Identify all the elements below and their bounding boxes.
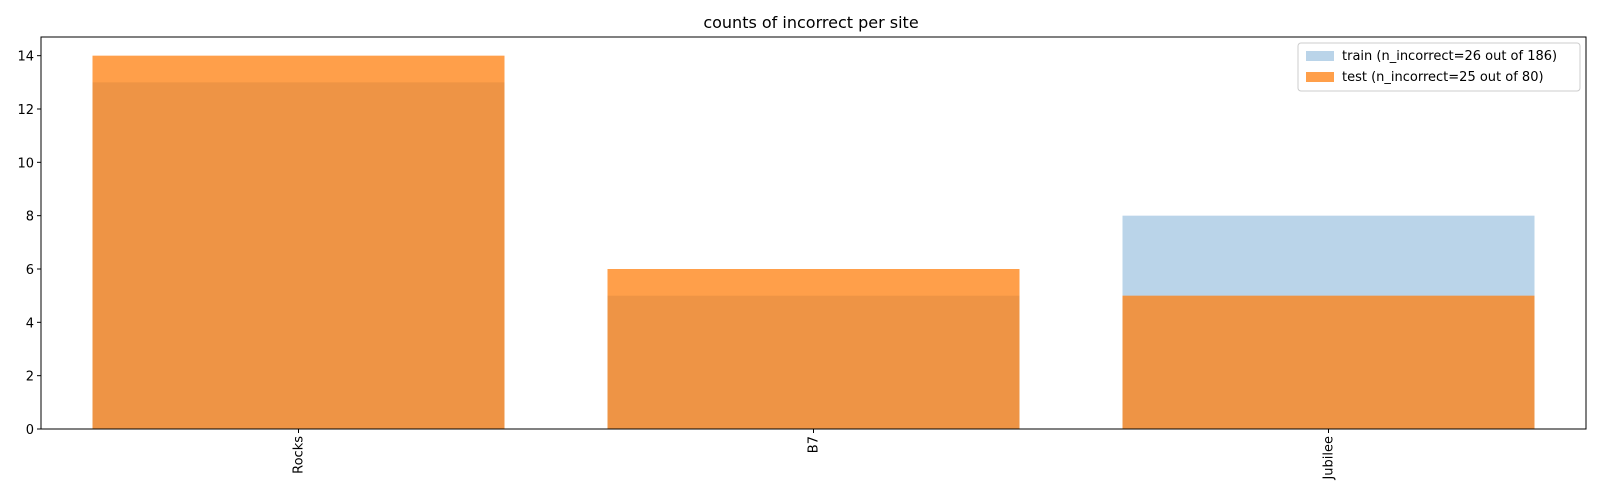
legend: train (n_incorrect=26 out of 186) test (…: [1297, 42, 1581, 92]
x-tick-label-b7: B7: [807, 436, 822, 453]
x-tick-label-rocks: Rocks: [292, 436, 307, 474]
y-tick-label: 10: [17, 156, 34, 171]
y-tick-label: 6: [26, 263, 34, 278]
chart-title: counts of incorrect per site: [703, 13, 918, 32]
y-tick-label: 0: [26, 423, 34, 438]
bar-test-jubilee: [1122, 295, 1535, 429]
y-tick-label: 4: [26, 316, 34, 331]
legend-swatch-test: [1306, 72, 1334, 82]
bar-test-b7: [607, 269, 1020, 429]
y-tick-label: 8: [26, 210, 34, 225]
x-axis: Rocks B7 Jubilee: [292, 429, 1337, 481]
plot-area: [92, 55, 1535, 430]
y-tick-label: 2: [26, 370, 34, 385]
x-tick-label-jubilee: Jubilee: [1322, 436, 1337, 481]
y-tick-label: 12: [17, 103, 34, 118]
y-tick-label: 14: [17, 50, 34, 65]
legend-label-test: test (n_incorrect=25 out of 80): [1342, 70, 1544, 85]
bar-test-rocks: [92, 55, 505, 430]
legend-frame: [1297, 42, 1581, 92]
legend-label-train: train (n_incorrect=26 out of 186): [1342, 49, 1557, 64]
legend-swatch-train: [1306, 51, 1334, 61]
y-axis: 0 2 4 6 8 10 12 14: [17, 50, 41, 438]
